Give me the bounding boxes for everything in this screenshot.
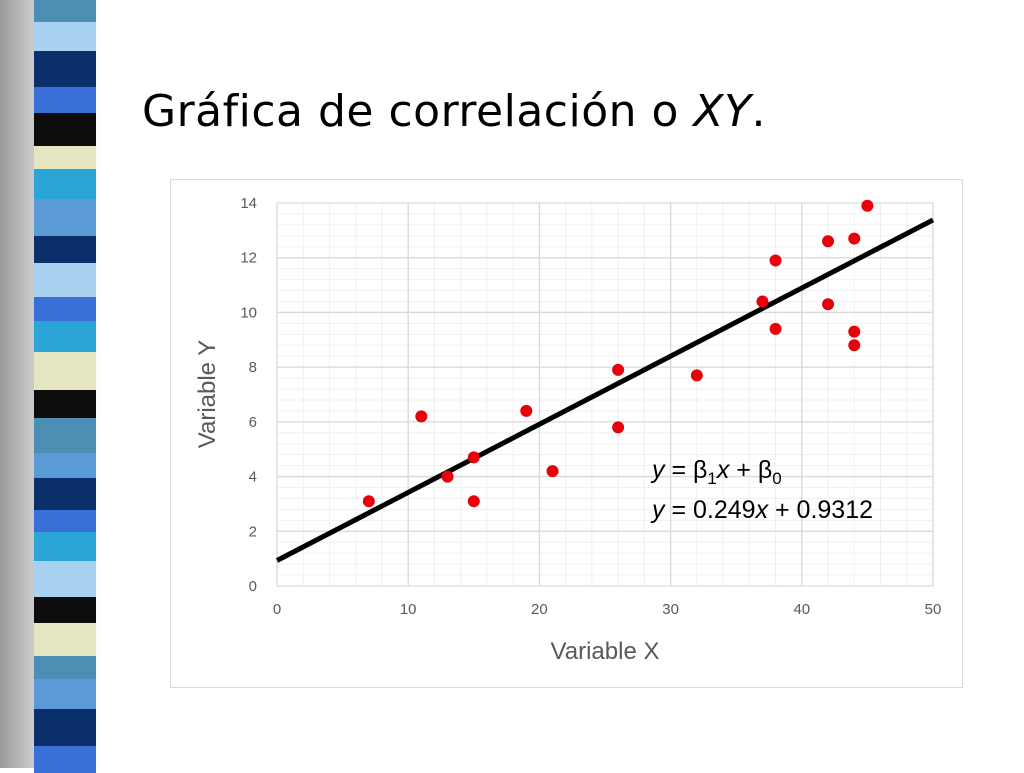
stripe-band — [34, 478, 96, 510]
data-point — [520, 404, 533, 417]
stripe-band — [34, 51, 96, 87]
data-point — [362, 495, 375, 508]
stripe-band — [34, 352, 96, 390]
x-axis-title: Variable X — [551, 638, 660, 665]
stripe-band — [34, 297, 96, 321]
data-point — [612, 363, 625, 376]
stripe-band — [34, 321, 96, 352]
eq-general-eq: = β — [665, 456, 708, 484]
eq-fitted-rest: + 0.9312 — [768, 496, 873, 524]
stripe-band — [34, 113, 96, 146]
minor-gridlines — [276, 202, 934, 587]
eq-fitted-y: y — [650, 496, 666, 524]
eq-general-x: x — [716, 456, 731, 484]
stripe-band — [34, 199, 96, 236]
stripe-band — [34, 561, 96, 597]
y-tick-label: 6 — [249, 414, 257, 431]
data-point — [756, 295, 769, 308]
stripe-band — [34, 263, 96, 297]
x-tick-label: 0 — [273, 601, 281, 618]
stripe-band — [34, 597, 96, 623]
data-point — [861, 199, 874, 212]
x-tick-label: 40 — [793, 601, 810, 618]
stripe-band — [34, 746, 96, 773]
stripe-band — [34, 532, 96, 561]
data-point — [848, 339, 861, 352]
stripe-band — [34, 679, 96, 709]
stripe-band — [34, 87, 96, 113]
eq-general-plus: + β — [729, 456, 772, 484]
x-tick-label: 20 — [531, 601, 548, 618]
y-tick-label: 2 — [249, 523, 257, 540]
y-tick-label: 4 — [249, 469, 257, 486]
eq-general-sub0: 0 — [772, 469, 781, 488]
data-point — [415, 410, 428, 423]
slide-title-text: Gráfica de correlación o — [142, 86, 694, 137]
data-point — [822, 298, 835, 311]
slide-title: Gráfica de correlación o XY. — [142, 86, 766, 137]
stripe-band — [34, 22, 96, 51]
data-point — [769, 254, 782, 267]
x-tick-labels: 0 10 20 30 40 50 — [273, 601, 942, 618]
decorative-side-strip — [0, 0, 105, 773]
x-tick-label: 50 — [925, 601, 942, 618]
stripe-band — [34, 418, 96, 453]
x-tick-label: 10 — [400, 601, 417, 618]
data-point — [769, 322, 782, 335]
regression-line — [275, 217, 935, 563]
eq-fitted-eq: = 0.249 — [665, 496, 756, 524]
stripe-band — [34, 510, 96, 532]
data-point — [441, 470, 454, 483]
chart-frame: 0 10 20 30 40 50 0 2 4 6 8 10 12 14 Variable X Varia… — [170, 179, 963, 688]
y-tick-label: 0 — [249, 578, 257, 595]
eq-fitted-x: x — [755, 496, 770, 524]
eq-general-y: y — [650, 456, 666, 484]
equation-fitted: y = 0.249x + 0.9312 — [650, 496, 873, 524]
stripe-band — [34, 169, 96, 199]
data-point — [467, 495, 480, 508]
stripe-band — [34, 453, 96, 478]
y-axis-title: Variable Y — [194, 340, 221, 449]
data-point — [822, 235, 835, 248]
stripe-band — [34, 709, 96, 746]
data-point — [612, 421, 625, 434]
x-tick-label: 30 — [662, 601, 679, 618]
data-points — [362, 199, 874, 508]
eq-general-sub1: 1 — [707, 469, 716, 488]
decorative-stripes — [34, 0, 96, 773]
y-tick-label: 10 — [240, 304, 257, 321]
data-point — [546, 465, 559, 478]
data-point — [848, 232, 861, 245]
stripe-band — [34, 623, 96, 656]
data-point — [467, 451, 480, 464]
y-tick-labels: 0 2 4 6 8 10 12 14 — [240, 195, 257, 595]
major-gridlines — [276, 202, 934, 587]
y-tick-label: 14 — [240, 195, 257, 212]
slide-title-end: . — [751, 86, 766, 137]
data-point — [848, 325, 861, 338]
stripe-band — [34, 146, 96, 169]
y-tick-label: 12 — [240, 250, 257, 267]
slide-title-italic: XY — [693, 86, 752, 137]
stripe-band — [34, 656, 96, 679]
stripe-band — [34, 390, 96, 418]
stripe-band — [34, 0, 96, 22]
stripe-band — [34, 236, 96, 263]
data-point — [690, 369, 703, 382]
y-tick-label: 8 — [249, 359, 257, 376]
equation-general: y = β1x + β0 — [650, 456, 782, 488]
